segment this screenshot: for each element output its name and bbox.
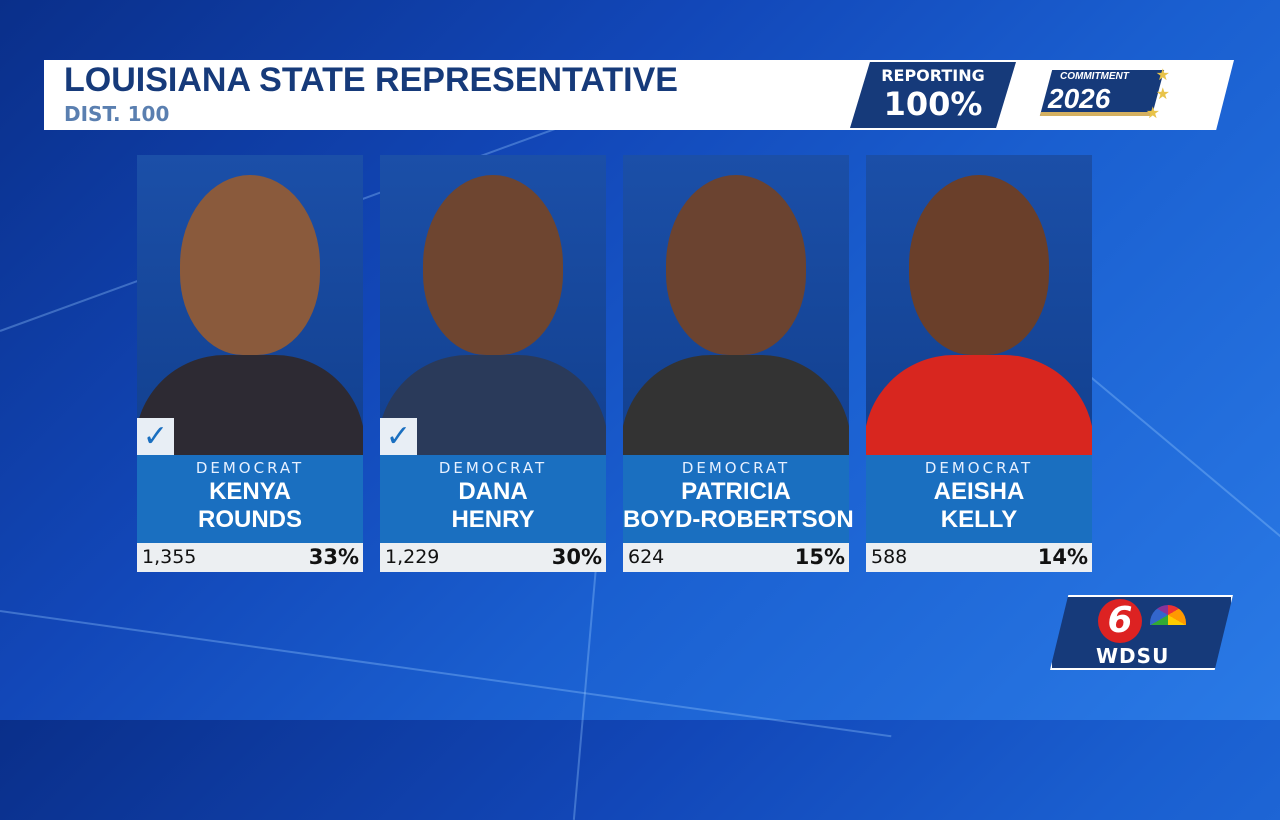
- candidate-first-name: KENYA: [209, 478, 291, 505]
- candidate-photo: [866, 155, 1092, 455]
- vote-percent: 14%: [1037, 545, 1088, 569]
- winner-check-icon: ✓: [137, 418, 174, 455]
- candidate-last-name: KELLY: [940, 506, 1018, 533]
- party-label: DEMOCRAT: [681, 459, 791, 477]
- logo-line2: 2026: [1048, 83, 1111, 114]
- race-title: LOUISIANA STATE REPRESENTATIVE: [64, 61, 678, 99]
- candidate-last-name: BOYD-ROBERTSON: [623, 506, 854, 533]
- results-header: LOUISIANA STATE REPRESENTATIVE DIST. 100…: [44, 60, 1234, 130]
- vote-stats: 1,355 33%: [137, 543, 363, 572]
- commitment-2026-logo: COMMITMENT 2026 ★ ★ ★: [1039, 65, 1170, 124]
- candidate-card: DEMOCRAT AEISHA KELLY 588 14%: [866, 155, 1092, 572]
- candidate-info: DEMOCRAT AEISHA KELLY: [866, 455, 1092, 543]
- candidate-card: ✓ DEMOCRAT KENYA ROUNDS 1,355 33%: [137, 155, 363, 572]
- party-label: DEMOCRAT: [195, 459, 305, 477]
- reporting-badge: REPORTING 100%: [850, 62, 1016, 128]
- candidate-last-name: ROUNDS: [197, 506, 302, 533]
- station-name: WDSU: [1096, 644, 1170, 668]
- star-icon: ★: [1155, 84, 1170, 103]
- logo-line1: COMMITMENT: [1060, 71, 1129, 82]
- vote-percent: 33%: [308, 545, 359, 569]
- star-icon: ★: [1145, 103, 1160, 122]
- vote-percent: 30%: [551, 545, 602, 569]
- vote-count: 1,355: [142, 546, 197, 568]
- wdsu-logo: 6 WDSU: [1050, 595, 1233, 670]
- vote-count: 588: [871, 546, 908, 568]
- candidate-photo: [137, 155, 363, 455]
- star-icon: ★: [1155, 65, 1170, 84]
- candidate-first-name: DANA: [458, 478, 528, 505]
- candidate-last-name: HENRY: [451, 506, 535, 533]
- vote-count: 1,229: [385, 546, 440, 568]
- candidate-card: ✓ DEMOCRAT DANA HENRY 1,229 30%: [380, 155, 606, 572]
- party-label: DEMOCRAT: [438, 459, 548, 477]
- station-number: 6: [1098, 599, 1142, 643]
- candidate-info: DEMOCRAT KENYA ROUNDS: [137, 455, 363, 543]
- bg-line: [0, 610, 892, 738]
- vote-percent: 15%: [794, 545, 845, 569]
- district-label: DIST. 100: [64, 102, 170, 126]
- vote-count: 624: [628, 546, 665, 568]
- candidate-info: DEMOCRAT DANA HENRY: [380, 455, 606, 543]
- vote-stats: 1,229 30%: [380, 543, 606, 572]
- reporting-value: 100%: [883, 85, 983, 123]
- candidate-photo: [623, 155, 849, 455]
- winner-check-icon: ✓: [380, 418, 417, 455]
- reporting-label: REPORTING: [881, 66, 985, 85]
- candidate-first-name: PATRICIA: [681, 478, 791, 505]
- nbc-peacock-icon: [1150, 605, 1186, 625]
- candidate-card: DEMOCRAT PATRICIA BOYD-ROBERTSON 624 15%: [623, 155, 854, 572]
- candidate-first-name: AEISHA: [933, 478, 1025, 505]
- candidate-info: DEMOCRAT PATRICIA BOYD-ROBERTSON: [623, 455, 854, 543]
- vote-stats: 624 15%: [623, 543, 849, 572]
- party-label: DEMOCRAT: [924, 459, 1034, 477]
- candidate-photo: [380, 155, 606, 455]
- vote-stats: 588 14%: [866, 543, 1092, 572]
